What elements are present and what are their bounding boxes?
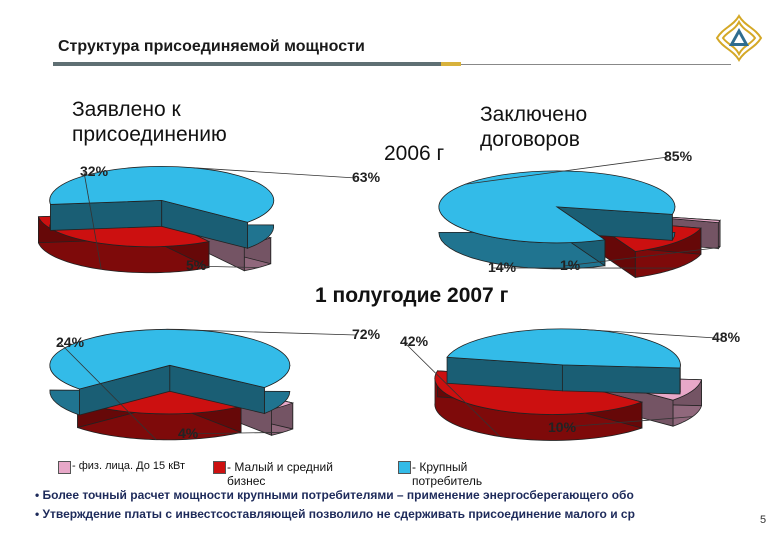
data-label-small-business: 14% bbox=[488, 259, 517, 275]
data-label-large: 48% bbox=[712, 329, 741, 345]
legend-label-large: - Крупный потребитель bbox=[412, 460, 483, 488]
leader-line-large bbox=[193, 167, 357, 179]
leader-line-large bbox=[166, 328, 357, 336]
legend-label-small-business: - Малый и средний бизнес bbox=[227, 460, 333, 488]
bullet-text-1: • Более точный расчет мощности крупными … bbox=[35, 488, 634, 502]
data-label-physical: 4% bbox=[178, 425, 199, 441]
data-label-large: 63% bbox=[352, 169, 381, 185]
company-logo-icon bbox=[715, 14, 763, 62]
page-number: 5 bbox=[760, 514, 767, 526]
title-underline bbox=[53, 62, 441, 66]
pie-chart-1: 5% 32% 63% bbox=[37, 163, 381, 274]
data-label-physical: 1% bbox=[560, 257, 581, 273]
pie-chart-4: 10% 42% 48% bbox=[400, 328, 741, 441]
bullet-text-2: • Утверждение платы с инвестсоставляющей… bbox=[35, 507, 635, 521]
leader-line-small-business bbox=[403, 341, 501, 437]
leader-line-physical bbox=[551, 416, 693, 429]
data-label-physical: 5% bbox=[186, 257, 207, 273]
title-underline-thin bbox=[461, 64, 731, 65]
leader-line-physical bbox=[181, 431, 283, 435]
slide-title: Структура присоединяемой мощности bbox=[58, 38, 365, 55]
pie-slice-wall-large bbox=[50, 199, 163, 231]
pie-slice-wall-large bbox=[561, 364, 681, 395]
data-label-large: 85% bbox=[664, 148, 693, 164]
data-label-physical: 10% bbox=[548, 419, 577, 435]
leader-line-small-business bbox=[83, 171, 102, 270]
data-label-small-business: 24% bbox=[56, 334, 85, 350]
legend-swatch-small-business bbox=[213, 461, 226, 474]
year-2006-label: 2006 г bbox=[384, 142, 445, 165]
leader-line-large bbox=[465, 156, 669, 185]
legend-swatch-large bbox=[398, 461, 411, 474]
legend-label-physical: - физ. лица. До 15 кВт bbox=[72, 460, 186, 472]
leader-line-physical bbox=[189, 265, 259, 268]
heading-contracts: Заключено договоров bbox=[480, 103, 588, 151]
leader-line-physical bbox=[563, 247, 720, 267]
pie-slice-large bbox=[49, 166, 275, 223]
heading-declared: Заявлено к присоединению bbox=[72, 98, 227, 146]
leader-line-small-business bbox=[59, 342, 157, 440]
pie-chart-2: 1% 14% 85% bbox=[438, 148, 721, 279]
data-label-small-business: 32% bbox=[80, 163, 109, 179]
data-label-small-business: 42% bbox=[400, 333, 429, 349]
leader-line-large bbox=[580, 328, 717, 339]
legend-swatch-physical bbox=[58, 461, 71, 474]
period-2007-label: 1 полугодие 2007 г bbox=[315, 284, 509, 307]
pie-chart-3: 4% 24% 72% bbox=[49, 326, 381, 441]
data-label-large: 72% bbox=[352, 326, 381, 342]
title-underline-accent bbox=[441, 62, 461, 66]
